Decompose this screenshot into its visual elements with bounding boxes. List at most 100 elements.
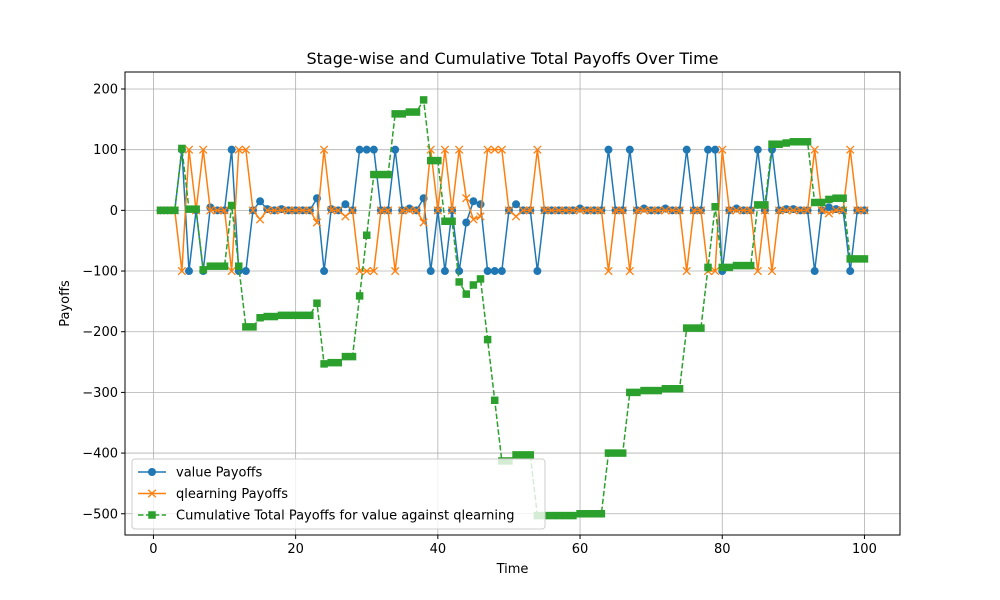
series-3-point: [704, 263, 712, 272]
series-2-point: [326, 206, 336, 215]
series-3-point: [626, 388, 634, 397]
series-3-point: [163, 206, 172, 215]
series-3-point: [590, 510, 599, 518]
series-3-point: [725, 263, 734, 272]
series-2-point: [199, 145, 208, 154]
y-tick-label: −500: [82, 507, 118, 522]
series-2-point: [725, 206, 734, 215]
series-2-point: [597, 206, 606, 215]
series-3-point: [341, 352, 350, 361]
series-2-point: [497, 145, 507, 154]
series-2-point: [696, 206, 706, 215]
series-1-point: [462, 218, 471, 227]
series-3-point: [377, 170, 385, 179]
series-3-point: [562, 511, 570, 520]
series-3-point: [789, 138, 798, 146]
series-3-point: [803, 138, 812, 146]
series-2-point: [312, 218, 322, 227]
series-2-point: [334, 206, 343, 215]
series-3-point: [668, 385, 677, 393]
series-2-point: [298, 206, 307, 215]
series-3-point: [825, 195, 833, 204]
series-2-point: [533, 145, 542, 154]
series-2-point: [682, 266, 691, 276]
series-2-point: [817, 206, 826, 215]
series-3-point: [732, 261, 741, 270]
plot-frame: [124, 71, 901, 536]
series-1-point: [355, 145, 364, 154]
series-3-point: [306, 311, 314, 320]
series-1-point: [483, 267, 492, 276]
series-2-point: [796, 206, 805, 215]
series-3-point: [661, 385, 670, 393]
legend-label: Cumulative Total Payoffs for value again…: [176, 509, 515, 524]
x-tick-label: 80: [714, 542, 731, 557]
series-3-point: [284, 311, 293, 320]
series-3-point: [597, 510, 606, 518]
x-axis-label: Time: [496, 562, 529, 577]
series-3-point: [291, 311, 300, 320]
series-2-point: [248, 206, 258, 215]
series-2-point: [853, 206, 862, 215]
series-3-point: [604, 449, 613, 457]
series-2-point: [184, 145, 194, 154]
series-3-point: [185, 205, 193, 213]
series-3-point: [299, 311, 307, 320]
series-2-point: [177, 266, 187, 276]
series-2-point: [838, 206, 848, 215]
legend-marker: [148, 511, 156, 519]
series-3-point: [746, 261, 755, 270]
series-3-point: [242, 323, 250, 331]
series-3-point: [818, 198, 826, 207]
series-3-point: [220, 262, 229, 270]
series-3-point: [370, 170, 378, 179]
series-1-point: [455, 267, 464, 276]
series-1-point: [661, 204, 670, 213]
series-2-point: [241, 145, 251, 154]
x-tick-label: 20: [287, 542, 304, 557]
series-2-point: [476, 212, 485, 221]
series-2-point: [661, 206, 670, 215]
series-3-point: [768, 140, 776, 148]
series-1-point: [533, 267, 542, 276]
series-2-point: [462, 194, 471, 203]
series-3-point: [832, 194, 840, 202]
x-tick-label: 100: [852, 542, 877, 557]
series-1-point: [405, 204, 414, 213]
series-2-point: [568, 206, 578, 215]
legend-label: value Payoffs: [176, 466, 262, 481]
series-3-point: [263, 312, 271, 321]
series-3-point: [227, 201, 236, 210]
series-2-point: [341, 212, 350, 221]
series-2-point: [675, 206, 684, 215]
series-2-point: [433, 206, 443, 215]
series-1-point: [640, 204, 649, 213]
series-2-point: [504, 206, 514, 215]
series-layer: [156, 96, 869, 520]
y-tick-label: 200: [93, 82, 118, 97]
series-2-point: [810, 145, 819, 154]
series-2-point: [255, 215, 265, 224]
series-3-point: [583, 510, 591, 518]
series-3-point: [448, 217, 456, 226]
series-1-point: [604, 145, 613, 154]
series-1-point: [782, 205, 791, 214]
series-3-point: [171, 206, 179, 215]
series-2-point: [518, 206, 528, 215]
series-1-point: [362, 145, 371, 154]
series-3-point: [384, 170, 392, 179]
series-3-point: [213, 262, 222, 270]
series-3-point: [640, 386, 648, 395]
series-2-point: [412, 206, 421, 215]
y-tick-label: −200: [82, 325, 118, 340]
series-2-point: [625, 266, 635, 276]
series-2-point: [782, 206, 791, 215]
legend-entry: Cumulative Total Payoffs for value again…: [138, 509, 515, 524]
series-3-point: [782, 139, 790, 147]
x-tick-label: 40: [430, 542, 447, 557]
series-1-point: [277, 205, 286, 214]
series-3-point: [334, 358, 343, 367]
series-3-point: [405, 108, 414, 116]
series-3-point: [469, 281, 478, 289]
series-3-point: [412, 108, 421, 116]
